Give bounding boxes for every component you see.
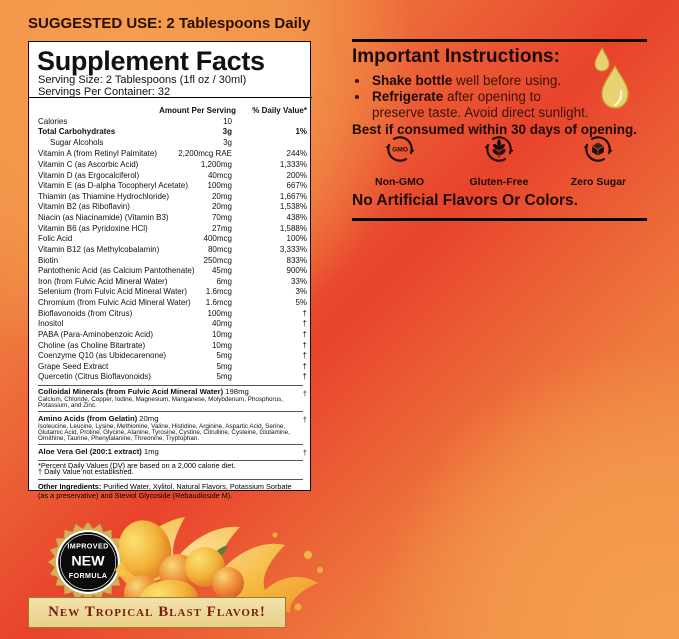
svg-text:IMPROVED: IMPROVED: [67, 543, 108, 551]
svg-text:FORMULA: FORMULA: [69, 572, 108, 580]
svg-text:NEW: NEW: [71, 553, 105, 569]
svg-text:GMO: GMO: [392, 147, 408, 154]
